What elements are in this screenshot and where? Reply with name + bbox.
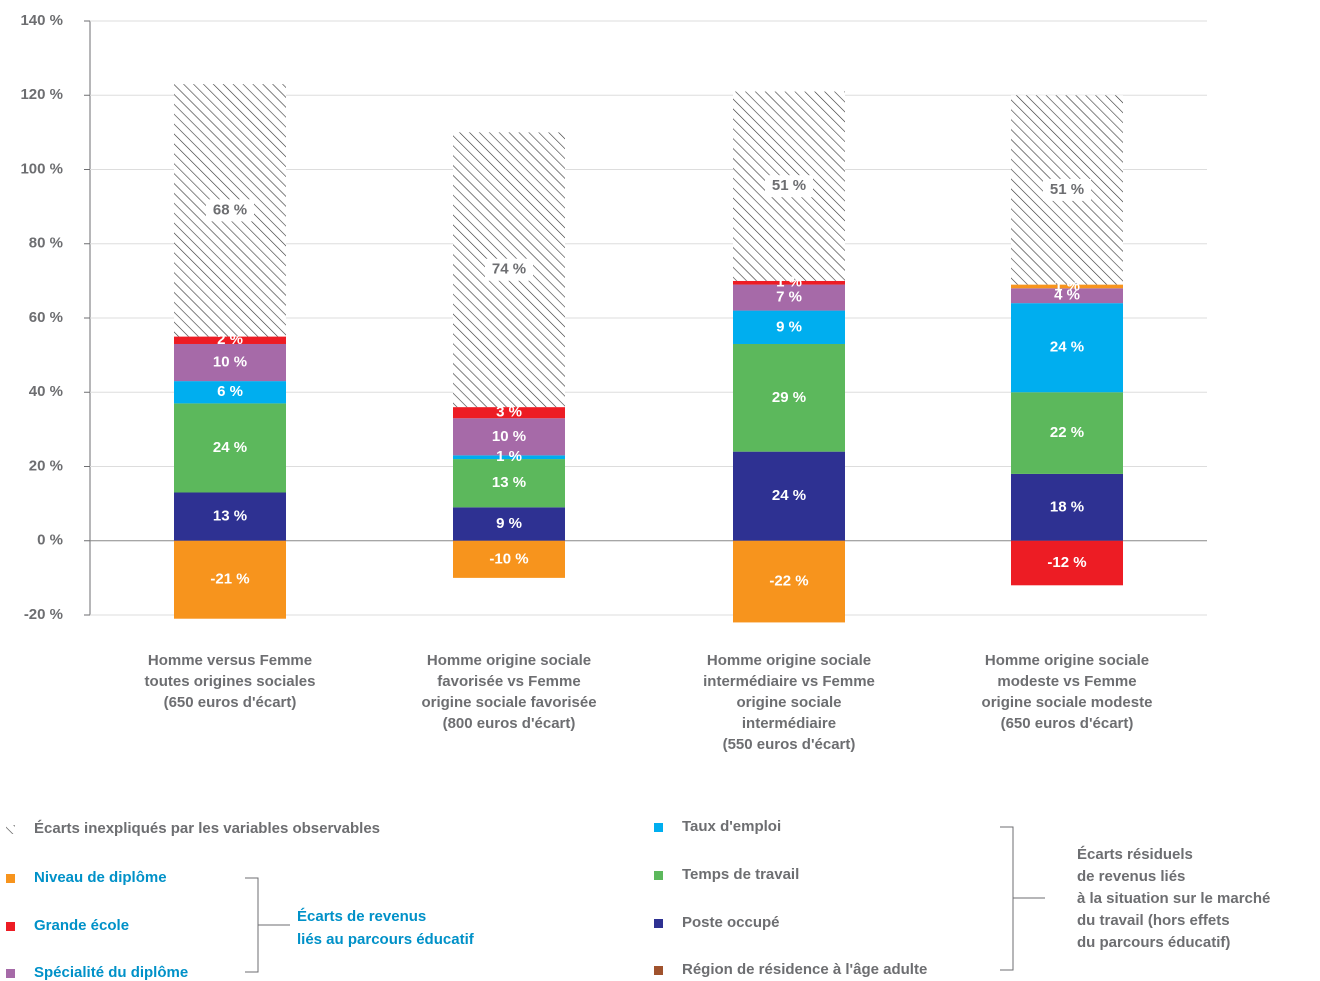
bar-segment [733,280,845,285]
data-label: 10 % [213,354,247,371]
legend-marker [6,874,15,883]
label-background [1043,178,1091,201]
bar-segment [174,403,286,493]
legend-label: Grande école [34,917,129,934]
bar-segment [1011,473,1123,541]
legend-marker [654,919,663,928]
bracket [1000,826,1045,971]
bar-segment [453,540,565,578]
label-background [206,199,254,222]
legend-marker [6,825,15,834]
y-tick-label: 20 % [29,457,63,474]
y-tick-label: 80 % [29,235,63,252]
legend-label: Poste occupé [682,914,780,931]
data-label: 22 % [1050,424,1084,441]
data-label: -21 % [210,571,249,588]
bar-segment [453,407,565,419]
x-tick-label: Homme origine sociale modeste vs Femme ori… [982,652,1153,732]
legend-marker [6,922,15,931]
legend-marker [6,969,15,978]
data-label: 51 % [772,177,806,194]
y-tick-label: 120 % [20,86,63,103]
legend-label: Niveau de diplôme [34,869,167,886]
bar-segment [1011,303,1123,393]
data-label: 24 % [213,439,247,456]
x-tick-label: Homme origine sociale favorisée vs Femme o… [421,652,596,732]
legend-label: Taux d'emploi [682,818,781,835]
data-label: 3 % [496,404,522,421]
annotation: Écarts de revenus liés au parcours éducat… [297,908,475,948]
annotation: Écarts résiduels de revenus liés à la situ… [1077,846,1270,951]
data-label: 29 % [772,389,806,406]
bar-segment [1011,284,1123,289]
data-label: 13 % [213,508,247,525]
y-tick-label: 40 % [29,383,63,400]
legend-label: Spécialité du diplôme [34,964,188,981]
legend-marker [654,871,663,880]
label-background [765,175,813,198]
bar-segment [733,451,845,541]
legend-marker [654,966,663,975]
bar-segment [453,418,565,456]
data-label: 9 % [776,318,802,335]
y-tick-label: -20 % [24,606,63,623]
y-tick-label: 100 % [20,160,63,177]
bar-segment [1011,540,1123,586]
data-label: 1 % [1054,277,1080,294]
y-tick-label: 60 % [29,309,63,326]
bracket [245,877,290,973]
y-tick-label: 0 % [37,532,63,549]
bar-segment [174,381,286,404]
data-label: -12 % [1047,554,1086,571]
data-label: 24 % [772,487,806,504]
data-label: 74 % [492,261,526,278]
data-label: 1 % [776,274,802,291]
data-label: 6 % [217,383,243,400]
label-background [485,258,533,281]
data-label: -22 % [769,573,808,590]
legend-label: Temps de travail [682,866,799,883]
bar-segment [1011,288,1123,304]
bar-segment [453,459,565,508]
bar-segment [733,284,845,311]
bar-segment [733,343,845,452]
bar-segment [174,540,286,619]
legend-label: Écarts inexpliqués par les variables obs… [34,820,380,837]
bar-segment [453,455,565,460]
data-label: 4 % [1054,287,1080,304]
legend-marker [654,823,663,832]
data-label: 13 % [492,474,526,491]
data-label: 7 % [776,289,802,306]
data-label: 68 % [213,201,247,218]
bar-segment [733,310,845,344]
x-tick-label: Homme versus Femme toutes origines social… [145,652,316,711]
y-tick-label: 140 % [20,12,63,29]
legend-label: Région de résidence à l'âge adulte [682,961,927,978]
bar-segment [174,336,286,344]
data-label: 9 % [496,515,522,532]
bar-segment [733,540,845,623]
data-label: 10 % [492,428,526,445]
data-label: 51 % [1050,181,1084,198]
data-label: -10 % [489,550,528,567]
bar-segment [1011,392,1123,474]
bar-segment [174,492,286,541]
bar-segment [453,507,565,541]
data-label: 24 % [1050,339,1084,356]
data-label: 2 % [217,331,243,348]
data-label: 1 % [496,448,522,465]
bar-segment [174,343,286,382]
x-tick-label: Homme origine sociale intermédiaire vs Fe… [703,652,875,753]
data-label: 18 % [1050,498,1084,515]
